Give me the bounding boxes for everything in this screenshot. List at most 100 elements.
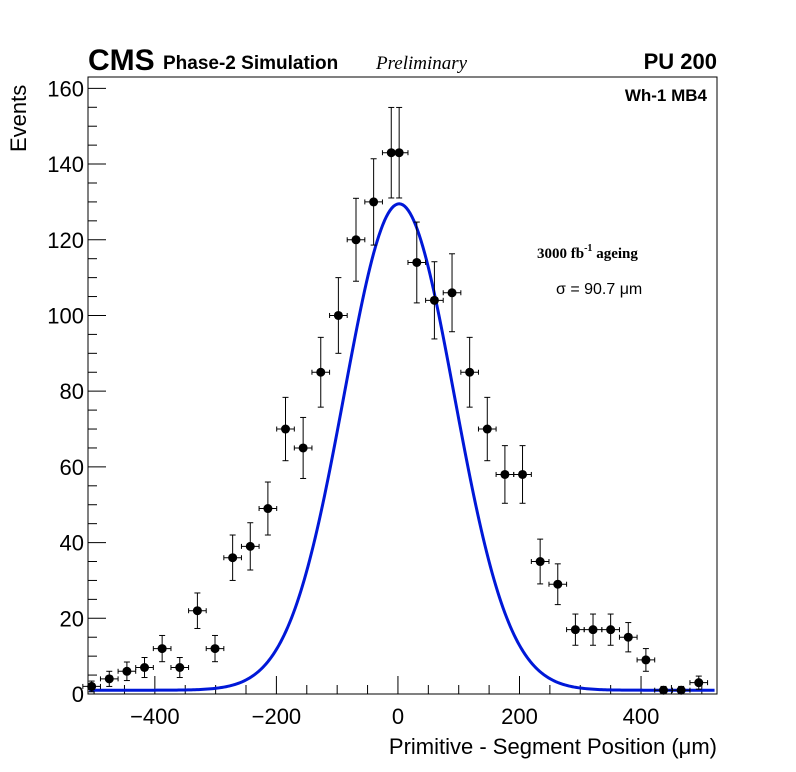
x-tick-label: 400 bbox=[623, 704, 660, 729]
x-tick-label: 200 bbox=[501, 704, 538, 729]
data-marker bbox=[263, 504, 273, 514]
data-marker bbox=[175, 663, 185, 673]
y-tick-label: 120 bbox=[47, 228, 84, 253]
simulation-label: Phase-2 Simulation bbox=[163, 53, 338, 74]
data-point bbox=[689, 675, 709, 690]
data-point bbox=[389, 106, 409, 199]
data-point bbox=[205, 634, 225, 663]
data-marker bbox=[298, 443, 308, 453]
data-marker bbox=[570, 625, 580, 635]
data-marker bbox=[281, 424, 291, 434]
data-point bbox=[223, 534, 242, 581]
x-tick-label: 0 bbox=[392, 704, 404, 729]
data-marker bbox=[412, 257, 422, 267]
data-point bbox=[311, 336, 331, 408]
data-point bbox=[425, 261, 444, 340]
data-point bbox=[566, 613, 585, 646]
y-axis-title: Events bbox=[6, 85, 31, 152]
data-marker bbox=[482, 424, 492, 434]
data-point bbox=[82, 680, 101, 693]
data-point bbox=[152, 634, 172, 663]
data-marker bbox=[140, 663, 150, 673]
y-tick-label: 140 bbox=[47, 152, 84, 177]
ageing-annotation: 3000 fb-1 ageing bbox=[537, 243, 638, 262]
data-point bbox=[258, 481, 278, 536]
data-point bbox=[346, 197, 366, 282]
data-marker bbox=[210, 644, 220, 654]
ageing-exponent: -1 bbox=[584, 243, 592, 254]
data-point bbox=[583, 613, 603, 646]
data-point bbox=[530, 538, 550, 585]
data-point bbox=[329, 277, 348, 354]
data-point bbox=[654, 685, 673, 695]
data-marker bbox=[394, 148, 404, 158]
data-point bbox=[548, 563, 568, 606]
y-tick-label: 20 bbox=[60, 606, 84, 631]
ageing-value: 3000 fb bbox=[537, 246, 584, 262]
data-marker bbox=[623, 632, 633, 642]
data-point bbox=[135, 656, 154, 679]
y-tick-label: 160 bbox=[47, 76, 84, 101]
data-point bbox=[601, 613, 620, 646]
data-point bbox=[407, 221, 427, 304]
y-tick-label: 80 bbox=[60, 379, 84, 404]
data-point bbox=[170, 656, 190, 679]
data-marker bbox=[588, 625, 598, 635]
gaussian-fit-line bbox=[89, 202, 715, 692]
plot-frame bbox=[87, 76, 718, 695]
chart-title: Wh-1 MB4 bbox=[625, 86, 708, 105]
data-point bbox=[117, 661, 137, 682]
data-point bbox=[460, 336, 479, 408]
x-tick-label: −400 bbox=[130, 704, 180, 729]
data-marker bbox=[447, 288, 457, 298]
data-marker bbox=[465, 367, 475, 377]
x-axis-title: Primitive - Segment Position (μm) bbox=[389, 734, 717, 759]
data-marker bbox=[369, 197, 379, 207]
data-marker bbox=[429, 295, 439, 305]
x-tick-label: −200 bbox=[252, 704, 302, 729]
y-tick-label: 60 bbox=[60, 455, 84, 480]
data-point bbox=[477, 396, 497, 462]
ageing-word: ageing bbox=[592, 246, 638, 262]
data-point bbox=[293, 416, 313, 479]
cms-label: CMS bbox=[88, 44, 155, 77]
data-marker bbox=[606, 625, 616, 635]
data-point bbox=[442, 253, 462, 333]
preliminary-label: Preliminary bbox=[375, 53, 468, 74]
data-point bbox=[364, 158, 383, 246]
data-marker bbox=[245, 541, 255, 551]
y-tick-label: 100 bbox=[47, 303, 84, 328]
data-points-layer bbox=[82, 106, 709, 695]
data-marker bbox=[659, 685, 669, 695]
data-marker bbox=[694, 678, 704, 688]
data-point bbox=[240, 522, 260, 571]
y-tick-label: 40 bbox=[60, 531, 84, 556]
data-point bbox=[99, 670, 119, 687]
sigma-annotation: σ = 90.7 μm bbox=[556, 281, 642, 298]
y-tick-label: 0 bbox=[72, 682, 84, 707]
pileup-label: PU 200 bbox=[644, 49, 717, 74]
data-marker bbox=[676, 685, 686, 695]
data-point bbox=[188, 592, 207, 629]
data-point bbox=[276, 396, 295, 462]
axis-tick-labels: −400 −200 0 200 400 0 20 40 60 80 100 120 140 160 bbox=[47, 76, 659, 729]
data-point bbox=[636, 648, 656, 672]
data-marker bbox=[316, 367, 326, 377]
data-marker bbox=[122, 666, 132, 676]
data-point bbox=[618, 622, 638, 653]
fit-layer bbox=[89, 202, 715, 692]
data-marker bbox=[553, 579, 563, 589]
data-marker bbox=[104, 674, 114, 684]
data-marker bbox=[518, 469, 528, 479]
data-marker bbox=[87, 681, 97, 691]
data-point bbox=[671, 685, 691, 695]
data-point bbox=[513, 445, 532, 504]
axis-ticks bbox=[88, 87, 703, 695]
data-marker bbox=[157, 644, 167, 654]
data-point bbox=[495, 445, 515, 504]
data-marker bbox=[228, 553, 238, 563]
data-marker bbox=[535, 557, 545, 567]
data-marker bbox=[192, 606, 202, 616]
data-marker bbox=[351, 235, 361, 245]
